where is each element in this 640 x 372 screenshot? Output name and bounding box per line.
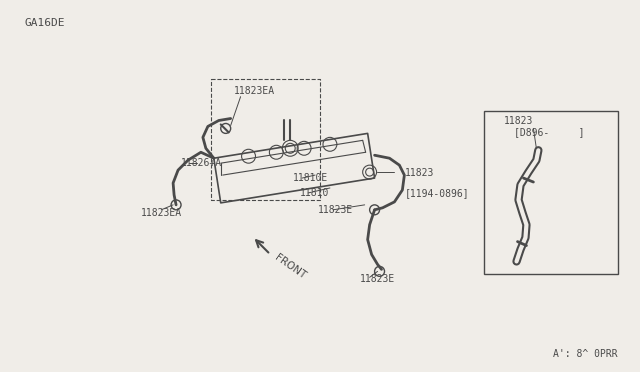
Circle shape bbox=[374, 266, 385, 276]
Text: A': 8^ 0PRR: A': 8^ 0PRR bbox=[553, 349, 618, 359]
Text: [1194-0896]: [1194-0896] bbox=[404, 188, 469, 198]
Text: 11823: 11823 bbox=[504, 116, 533, 125]
Text: 11823EA: 11823EA bbox=[234, 86, 275, 96]
Circle shape bbox=[221, 124, 230, 134]
Bar bbox=[484, 110, 618, 274]
Text: [D896-     ]: [D896- ] bbox=[513, 128, 584, 137]
Text: 11826+A: 11826+A bbox=[181, 158, 222, 168]
Circle shape bbox=[370, 205, 380, 215]
Text: GA16DE: GA16DE bbox=[24, 18, 65, 28]
Text: 11823E: 11823E bbox=[360, 274, 395, 284]
Text: FRONT: FRONT bbox=[273, 253, 308, 281]
Text: 11823: 11823 bbox=[404, 168, 434, 178]
Text: 11823E: 11823E bbox=[318, 205, 353, 215]
Text: 11810E: 11810E bbox=[293, 173, 328, 183]
Circle shape bbox=[171, 200, 181, 210]
Text: 11823EA: 11823EA bbox=[141, 208, 182, 218]
Text: 11810: 11810 bbox=[300, 188, 330, 198]
